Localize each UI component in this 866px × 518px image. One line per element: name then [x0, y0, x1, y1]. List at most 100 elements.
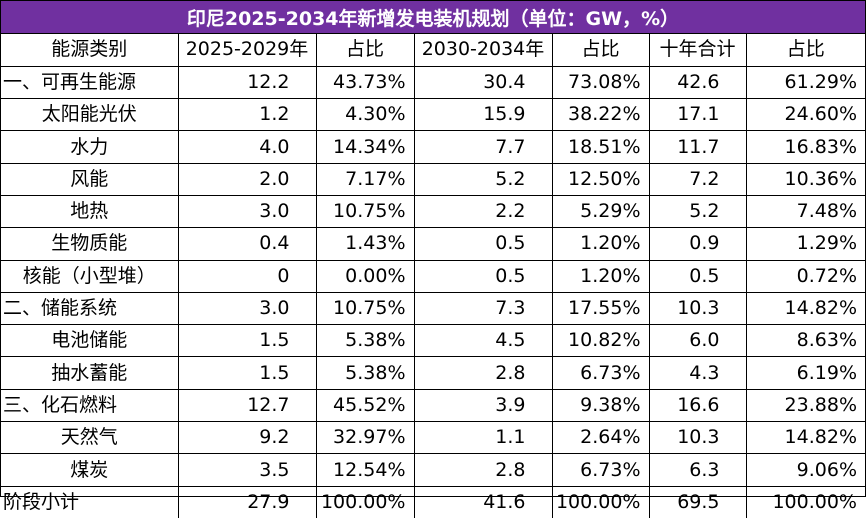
- row-value-total: 69.5: [648, 485, 747, 518]
- table-row: 三、化石燃料 12.7 45.52% 3.9 9.38% 16.6 23.88%: [1, 388, 865, 423]
- table-body: 能源类别 2025-2029年 占比 2030-2034年 占比 十年合计 占比…: [1, 34, 865, 518]
- row-value-2030-2034: 7.3: [413, 291, 553, 326]
- row-share-2030-2034: 5.29%: [551, 194, 650, 229]
- row-value-2030-2034: 3.9: [413, 388, 553, 423]
- row-share-2025-2029: 1.43%: [315, 227, 415, 261]
- row-value-2030-2034: 5.2: [413, 162, 553, 196]
- row-share-2030-2034: 10.82%: [551, 324, 650, 358]
- row-value-2030-2034: 2.2: [413, 194, 553, 229]
- table-title: 印尼2025-2034年新增发电装机规划（单位：GW，%）: [1, 1, 865, 34]
- header-period-2: 2030-2034年: [413, 34, 553, 67]
- row-share-2030-2034: 2.64%: [551, 421, 650, 455]
- row-value-total: 10.3: [648, 291, 747, 326]
- row-category: 地热: [1, 194, 179, 229]
- header-share-total: 占比: [745, 34, 865, 67]
- row-category: 抽水蓄能: [1, 356, 179, 390]
- row-share-2025-2029: 4.30%: [315, 98, 415, 132]
- header-share-2: 占比: [551, 34, 650, 67]
- table-row: 煤炭 3.5 12.54% 2.8 6.73% 6.3 9.06%: [1, 453, 865, 487]
- row-share-total: 6.19%: [745, 356, 865, 390]
- row-value-2030-2034: 41.6: [413, 485, 553, 518]
- table-row: 阶段小计 27.9 100.00% 41.6 100.00% 69.5 100.00%: [1, 485, 865, 518]
- row-value-2025-2029: 3.5: [177, 453, 317, 487]
- row-value-2030-2034: 15.9: [413, 98, 553, 132]
- row-value-2030-2034: 2.8: [413, 356, 553, 390]
- table-row: 生物质能 0.4 1.43% 0.5 1.20% 0.9 1.29%: [1, 227, 865, 261]
- row-share-total: 7.48%: [745, 194, 865, 229]
- row-category: 水力: [1, 130, 179, 164]
- row-share-total: 1.29%: [745, 227, 865, 261]
- row-share-2030-2034: 18.51%: [551, 130, 650, 164]
- row-share-2025-2029: 5.38%: [315, 356, 415, 390]
- row-value-2025-2029: 12.2: [177, 65, 317, 100]
- row-share-total: 16.83%: [745, 130, 865, 164]
- row-share-2025-2029: 12.54%: [315, 453, 415, 487]
- row-category: 一、可再生能源: [1, 65, 179, 100]
- row-share-2030-2034: 38.22%: [551, 98, 650, 132]
- row-category: 二、储能系统: [1, 291, 179, 326]
- row-value-2030-2034: 0.5: [413, 259, 553, 293]
- row-category: 生物质能: [1, 227, 179, 261]
- row-share-2030-2034: 73.08%: [551, 65, 650, 100]
- row-value-2025-2029: 12.7: [177, 388, 317, 423]
- row-share-2030-2034: 12.50%: [551, 162, 650, 196]
- table-row: 二、储能系统 3.0 10.75% 7.3 17.55% 10.3 14.82%: [1, 291, 865, 326]
- row-share-2025-2029: 14.34%: [315, 130, 415, 164]
- row-share-2030-2034: 100.00%: [551, 485, 650, 518]
- row-category: 煤炭: [1, 453, 179, 487]
- row-share-2025-2029: 45.52%: [315, 388, 415, 423]
- row-share-2030-2034: 1.20%: [551, 259, 650, 293]
- header-total: 十年合计: [648, 34, 747, 67]
- row-share-2025-2029: 32.97%: [315, 421, 415, 455]
- row-share-2025-2029: 7.17%: [315, 162, 415, 196]
- row-value-2030-2034: 0.5: [413, 227, 553, 261]
- row-value-2030-2034: 4.5: [413, 324, 553, 358]
- row-value-2025-2029: 1.2: [177, 98, 317, 132]
- row-category: 天然气: [1, 421, 179, 455]
- row-value-2025-2029: 3.0: [177, 291, 317, 326]
- row-value-2025-2029: 3.0: [177, 194, 317, 229]
- row-value-2025-2029: 4.0: [177, 130, 317, 164]
- header-period-1: 2025-2029年: [177, 34, 317, 67]
- table-row: 水力 4.0 14.34% 7.7 18.51% 11.7 16.83%: [1, 130, 865, 164]
- row-share-2025-2029: 43.73%: [315, 65, 415, 100]
- row-share-2025-2029: 10.75%: [315, 194, 415, 229]
- row-value-2025-2029: 27.9: [177, 485, 317, 518]
- row-share-2025-2029: 0.00%: [315, 259, 415, 293]
- row-share-total: 14.82%: [745, 291, 865, 326]
- row-share-total: 100.00%: [745, 485, 865, 518]
- row-value-total: 6.0: [648, 324, 747, 358]
- table-row: 天然气 9.2 32.97% 1.1 2.64% 10.3 14.82%: [1, 421, 865, 455]
- table-row: 风能 2.0 7.17% 5.2 12.50% 7.2 10.36%: [1, 162, 865, 196]
- row-share-total: 14.82%: [745, 421, 865, 455]
- row-share-2030-2034: 1.20%: [551, 227, 650, 261]
- row-value-2030-2034: 30.4: [413, 65, 553, 100]
- row-value-2025-2029: 9.2: [177, 421, 317, 455]
- row-share-total: 10.36%: [745, 162, 865, 196]
- row-value-total: 4.3: [648, 356, 747, 390]
- table-row: 一、可再生能源 12.2 43.73% 30.4 73.08% 42.6 61.29%: [1, 65, 865, 100]
- row-category: 核能（小型堆）: [1, 259, 179, 293]
- row-category: 三、化石燃料: [1, 388, 179, 423]
- row-value-total: 6.3: [648, 453, 747, 487]
- table-row: 太阳能光伏 1.2 4.30% 15.9 38.22% 17.1 24.60%: [1, 98, 865, 132]
- row-share-total: 24.60%: [745, 98, 865, 132]
- row-value-total: 17.1: [648, 98, 747, 132]
- row-share-2030-2034: 6.73%: [551, 453, 650, 487]
- row-value-2030-2034: 1.1: [413, 421, 553, 455]
- row-share-total: 61.29%: [745, 65, 865, 100]
- row-share-2025-2029: 100.00%: [315, 485, 415, 518]
- row-share-2025-2029: 5.38%: [315, 324, 415, 358]
- capacity-table: 能源类别 2025-2029年 占比 2030-2034年 占比 十年合计 占比…: [1, 34, 865, 518]
- table-row: 地热 3.0 10.75% 2.2 5.29% 5.2 7.48%: [1, 194, 865, 229]
- header-row: 能源类别 2025-2029年 占比 2030-2034年 占比 十年合计 占比: [1, 34, 865, 67]
- row-value-total: 5.2: [648, 194, 747, 229]
- row-value-2030-2034: 7.7: [413, 130, 553, 164]
- row-value-2025-2029: 2.0: [177, 162, 317, 196]
- header-category: 能源类别: [1, 34, 179, 67]
- row-category: 阶段小计: [1, 485, 179, 518]
- table-row: 电池储能 1.5 5.38% 4.5 10.82% 6.0 8.63%: [1, 324, 865, 358]
- row-category: 电池储能: [1, 324, 179, 358]
- row-share-total: 0.72%: [745, 259, 865, 293]
